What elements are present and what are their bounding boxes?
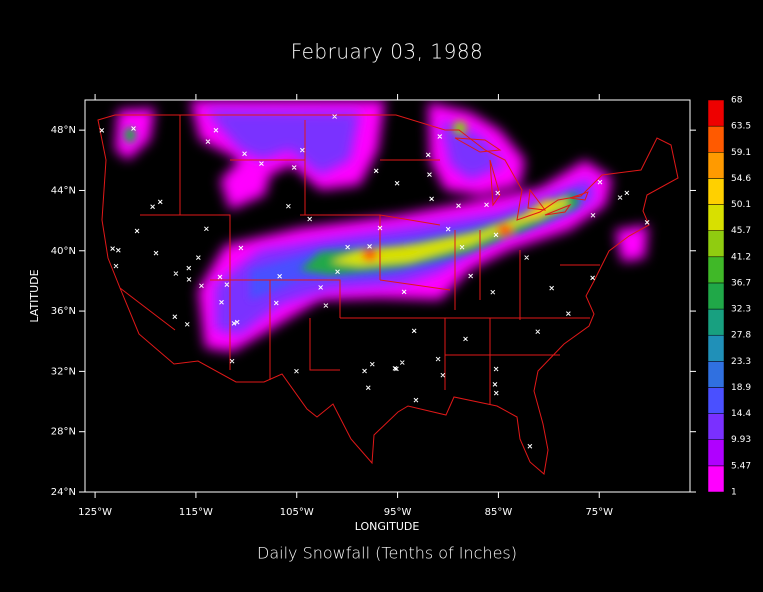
colorbar-segment: [707, 204, 725, 231]
colorbar-segment: [707, 413, 725, 440]
x-tick-label: 95°W: [384, 507, 412, 518]
colorbar-segment: [707, 465, 725, 493]
map-title: February 03, 1988: [291, 40, 484, 64]
x-tick-label: 115°W: [179, 507, 213, 518]
colorbar-segment: [707, 99, 725, 127]
colorbar-segment: [707, 361, 725, 388]
snow-high: [124, 121, 580, 275]
station-markers: [99, 114, 650, 449]
y-tick-label: 36°N: [51, 306, 76, 317]
map-outline: [97, 114, 679, 475]
colorbar-label: 68: [731, 96, 743, 106]
x-tick-label: 125°W: [78, 507, 112, 518]
colorbar-label: 50.1: [731, 200, 751, 210]
colorbar: 1 5.47 9.93 14.4 18.9 23.3 27.8 32.3 36.7 41.2 45.…: [707, 96, 751, 498]
map-subtitle: Daily Snowfall (Tenths of Inches): [257, 544, 517, 563]
colorbar-label: 18.9: [731, 383, 751, 393]
plot-frame: [84, 99, 691, 493]
y-tick-label: 44°N: [51, 185, 76, 196]
x-tick-label: 85°W: [485, 507, 513, 518]
colorbar-segment: [707, 282, 725, 310]
colorbar-segment: [707, 439, 725, 467]
colorbar-label: 9.93: [731, 435, 751, 445]
y-tick-label: 28°N: [51, 427, 76, 438]
snowfall-field: [115, 100, 648, 352]
colorbar-label: 36.7: [731, 278, 751, 288]
colorbar-label: 32.3: [731, 305, 751, 315]
colorbar-segment: [707, 334, 725, 362]
colorbar-label: 41.2: [731, 252, 751, 262]
colorbar-label: 14.4: [731, 409, 751, 419]
x-tick-label: 105°W: [280, 507, 314, 518]
colorbar-label: 1: [731, 488, 737, 498]
y-tick-label: 32°N: [51, 366, 76, 377]
lakes: [454, 137, 589, 216]
colorbar-segment: [707, 152, 725, 179]
y-tick-label: 48°N: [51, 125, 76, 136]
stations: [99, 114, 650, 449]
colorbar-label: 27.8: [731, 331, 751, 341]
colorbar-segment: [707, 387, 725, 414]
colorbar-label: 63.5: [731, 122, 751, 132]
colorbar-label: 54.6: [731, 174, 751, 184]
colorbar-segment: [707, 178, 725, 205]
state-lines: [119, 115, 600, 405]
y-tick-label: 40°N: [51, 246, 76, 257]
y-axis-label: LATITUDE: [28, 269, 41, 322]
colorbar-label: 45.7: [731, 226, 751, 236]
colorbar-label: 5.47: [731, 461, 751, 471]
colorbar-label: 59.1: [731, 148, 751, 158]
x-axis-label: LONGITUDE: [355, 520, 420, 533]
colorbar-segment: [707, 256, 725, 284]
colorbar-segment: [707, 230, 725, 258]
colorbar-segment: [707, 125, 725, 153]
x-tick-label: 75°W: [585, 507, 613, 518]
colorbar-segment: [707, 308, 725, 336]
colorbar-label: 23.3: [731, 357, 751, 367]
y-tick-label: 24°N: [51, 487, 76, 498]
